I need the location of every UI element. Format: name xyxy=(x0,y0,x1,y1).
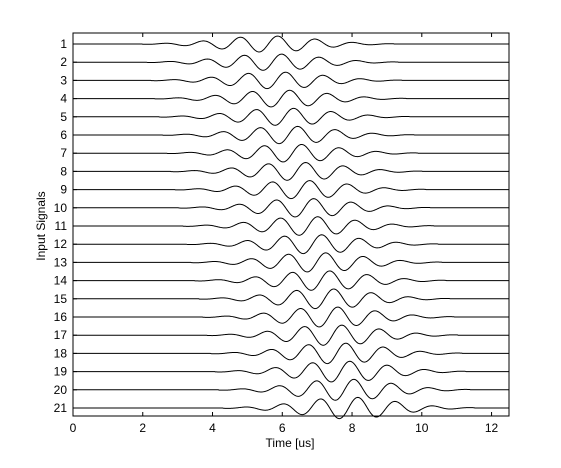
signal-trace-21 xyxy=(73,396,509,420)
x-tick-label: 10 xyxy=(415,421,429,435)
x-tick-label: 4 xyxy=(209,421,216,435)
signal-trace-8 xyxy=(73,162,509,181)
signal-trace-13 xyxy=(73,252,509,273)
signal-trace-2 xyxy=(73,53,509,71)
signal-trace-18 xyxy=(73,342,509,365)
signal-trace-4 xyxy=(73,89,509,108)
y-axis-label: Input Signals xyxy=(34,191,48,260)
y-tick-label: 9 xyxy=(60,183,67,197)
x-tick-label: 2 xyxy=(139,421,146,435)
y-tick-label: 8 xyxy=(60,164,67,178)
signal-trace-3 xyxy=(73,71,509,90)
x-tick-labels: 0 2 4 6 8 10 12 xyxy=(70,33,499,435)
y-tick-label: 13 xyxy=(54,255,68,269)
x-axis-label: Time [us] xyxy=(266,436,315,450)
y-tick-label: 12 xyxy=(54,237,68,251)
signal-trace-15 xyxy=(73,288,509,310)
y-tick-label: 11 xyxy=(55,219,68,233)
y-tick-label: 7 xyxy=(60,146,67,160)
y-tick-label: 14 xyxy=(54,274,68,288)
signal-trace-19 xyxy=(73,360,509,383)
signal-trace-16 xyxy=(73,306,509,328)
signal-trace-5 xyxy=(73,107,509,126)
y-tick-label: 2 xyxy=(60,55,67,69)
signal-trace-12 xyxy=(73,234,509,255)
plot-area xyxy=(72,32,510,417)
y-tick-label: 4 xyxy=(60,92,67,106)
y-tick-label: 6 xyxy=(60,128,67,142)
signal-trace-20 xyxy=(73,378,509,401)
x-tick-label: 0 xyxy=(70,421,77,435)
signal-trace-17 xyxy=(73,324,509,346)
signal-trace-7 xyxy=(73,143,509,163)
x-tick-label: 8 xyxy=(349,421,356,435)
y-tick-label: 18 xyxy=(54,346,68,360)
x-tick-label: 6 xyxy=(279,421,286,435)
signal-trace-6 xyxy=(73,125,509,145)
y-tick-label: 19 xyxy=(54,365,68,379)
y-tick-label: 3 xyxy=(60,73,67,87)
y-tick-label: 15 xyxy=(54,292,68,306)
signal-trace-9 xyxy=(73,180,509,200)
signal-trace-1 xyxy=(73,35,509,53)
signal-trace-11 xyxy=(73,216,509,236)
y-tick-label: 21 xyxy=(54,401,68,415)
y-tick-label: 16 xyxy=(54,310,68,324)
x-tick-label: 12 xyxy=(485,421,499,435)
y-tick-label: 5 xyxy=(60,110,67,124)
signal-traces xyxy=(73,35,509,420)
signal-trace-14 xyxy=(73,270,509,291)
y-tick-label: 10 xyxy=(54,201,68,215)
y-tick-label: 20 xyxy=(54,383,68,397)
y-tick-label: 1 xyxy=(60,37,67,51)
signal-trace-10 xyxy=(73,198,509,218)
y-tick-label: 17 xyxy=(54,328,68,342)
